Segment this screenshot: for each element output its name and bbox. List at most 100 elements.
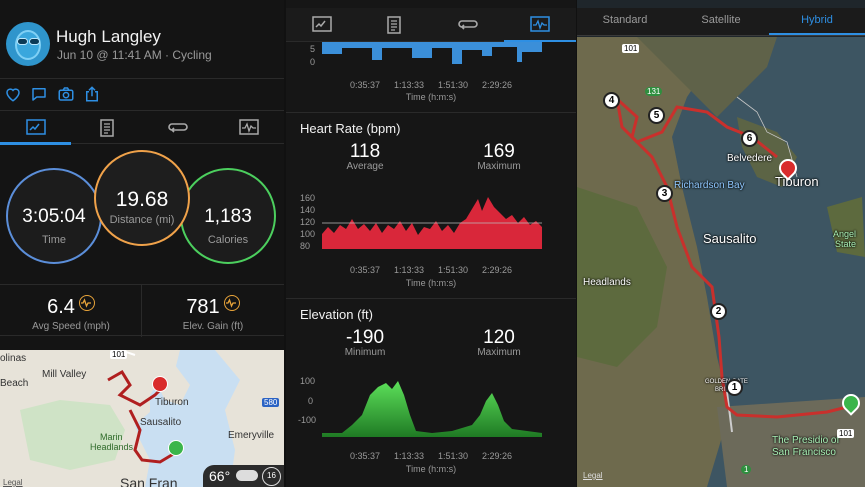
elev-gain-label: Elev. Gain (ft)	[182, 321, 244, 332]
avg-speed-label: Avg Speed (mph)	[32, 321, 110, 332]
tab-summary[interactable]	[0, 111, 71, 145]
highway-shield: 580	[262, 398, 280, 407]
map-place: Tiburon	[775, 174, 819, 189]
activity-charts-panel: 5 0 0:35:37 1:13:33 1:51:30 2:29:26 Time…	[286, 0, 576, 487]
tab-laps[interactable]	[142, 111, 213, 145]
route-marker-6[interactable]: 6	[741, 130, 758, 147]
x-tick: 1:13:33	[394, 451, 425, 461]
map-type-satellite[interactable]: Satellite	[701, 14, 741, 26]
y-tick: 0	[308, 396, 314, 406]
user-name[interactable]: Hugh Langley	[56, 27, 161, 46]
elev-max-value: 120	[483, 327, 515, 348]
distance-label: Distance (mi)	[109, 214, 175, 226]
activity-tabs	[286, 8, 576, 42]
chart-icon	[239, 119, 259, 135]
pulse-icon	[223, 295, 240, 311]
elev-min-value: -190	[345, 327, 385, 348]
notes-icon	[100, 119, 114, 137]
calories-circle: 1,183 Calories	[180, 168, 276, 264]
y-tick: 80	[300, 241, 311, 251]
highway-shield: 131	[645, 87, 663, 96]
notes-icon	[387, 16, 401, 34]
map-place: Headlands	[583, 277, 631, 288]
map-type-standard[interactable]: Standard	[602, 14, 648, 26]
tab-details[interactable]	[358, 8, 430, 42]
elev-max-label: Maximum	[477, 347, 521, 358]
calories-value: 1,183	[204, 206, 252, 227]
heart-rate-chart	[322, 197, 542, 249]
satellite-map[interactable]: Belvedere Tiburon Richardson Bay Sausali…	[577, 37, 865, 487]
x-tick: 1:51:30	[438, 451, 469, 461]
map-legal-link[interactable]: Legal	[3, 478, 23, 487]
comment-icon[interactable]	[30, 85, 48, 103]
map-place: olinas	[0, 353, 27, 364]
y-tick: 100	[300, 229, 316, 239]
start-marker-icon	[168, 440, 184, 456]
y-tick: 5	[310, 44, 316, 54]
avatar-face	[15, 30, 41, 60]
cloud-icon	[236, 470, 258, 481]
y-tick: 100	[300, 376, 316, 386]
route-marker-5[interactable]: 5	[648, 107, 665, 124]
map-place: Emeryville	[228, 430, 275, 441]
elevation-section: Elevation (ft) -190 Minimum 120 Maximum …	[286, 298, 576, 487]
map-place: The Presidio of	[772, 435, 840, 446]
map-type-selector: Standard Satellite Hybrid	[577, 8, 865, 36]
social-actions	[0, 78, 284, 110]
map-place: Sausalito	[140, 417, 182, 428]
activity-date: Jun 10 @ 11:41 AM · Cycling	[57, 48, 212, 62]
map-place: State	[835, 239, 857, 249]
route-marker-3[interactable]: 3	[656, 185, 673, 202]
map-place: Belvedere	[727, 153, 773, 164]
x-tick: 2:29:26	[482, 80, 513, 90]
summary-icon	[26, 119, 46, 135]
route-marker-4[interactable]: 4	[603, 92, 620, 109]
route-map-panel: Standard Satellite Hybrid Belvedere Tibu…	[577, 0, 865, 487]
avatar[interactable]	[6, 22, 50, 66]
map-place: Tiburon	[155, 397, 189, 408]
tab-laps[interactable]	[432, 8, 504, 42]
tab-charts[interactable]	[504, 8, 576, 42]
x-tick: 2:29:26	[482, 451, 513, 461]
tab-summary[interactable]	[286, 8, 358, 42]
highway-shield: 101	[622, 44, 640, 53]
heart-max-label: Maximum	[477, 161, 521, 172]
map-legal-link[interactable]: Legal	[583, 471, 603, 480]
y-tick: -100	[298, 415, 317, 425]
x-tick: 1:51:30	[438, 265, 469, 275]
camera-icon[interactable]	[57, 85, 75, 103]
route-marker-1[interactable]: 1	[726, 379, 743, 396]
route-map-thumbnail[interactable]: olinas Beach Mill Valley Tiburon Sausali…	[0, 350, 284, 487]
temperature: 66°	[209, 468, 231, 484]
tab-charts[interactable]	[213, 111, 284, 145]
map-place: Beach	[0, 378, 29, 389]
avg-speed-stat: 6.4 Avg Speed (mph)	[0, 285, 142, 337]
summary-stats: 6.4 Avg Speed (mph) 781 Elev. Gain (ft)	[0, 284, 284, 337]
x-tick: 1:51:30	[438, 80, 469, 90]
activity-tabs	[0, 110, 284, 145]
heart-avg-label: Average	[346, 161, 384, 172]
elevation-title: Elevation (ft)	[300, 307, 373, 322]
selected-underline	[769, 33, 865, 35]
map-type-hybrid[interactable]: Hybrid	[801, 14, 833, 26]
summary-circles: 3:05:04 Time 1,183 Calories 19.68 Distan…	[0, 144, 284, 274]
tab-details[interactable]	[71, 111, 142, 145]
wind-speed: 16	[262, 467, 281, 486]
y-tick: 0	[310, 57, 316, 67]
heart-icon[interactable]	[4, 85, 22, 103]
x-tick: 1:13:33	[394, 265, 425, 275]
elev-min-label: Minimum	[344, 347, 386, 358]
calories-label: Calories	[207, 234, 249, 246]
route-marker-2[interactable]: 2	[710, 303, 727, 320]
y-tick: 160	[300, 193, 316, 203]
activity-header: Hugh Langley Jun 10 @ 11:41 AM · Cycling	[0, 0, 284, 78]
distance-value: 19.68	[115, 188, 169, 211]
map-place: San Fran	[120, 475, 178, 487]
elev-gain-stat: 781 Elev. Gain (ft)	[142, 285, 284, 337]
end-marker-icon	[152, 376, 168, 392]
elev-gain-value: 781	[186, 296, 220, 318]
x-axis-title: Time (h:m:s)	[405, 92, 457, 102]
elevation-chart	[322, 381, 542, 437]
share-icon[interactable]	[83, 85, 101, 103]
summary-icon	[312, 16, 332, 32]
